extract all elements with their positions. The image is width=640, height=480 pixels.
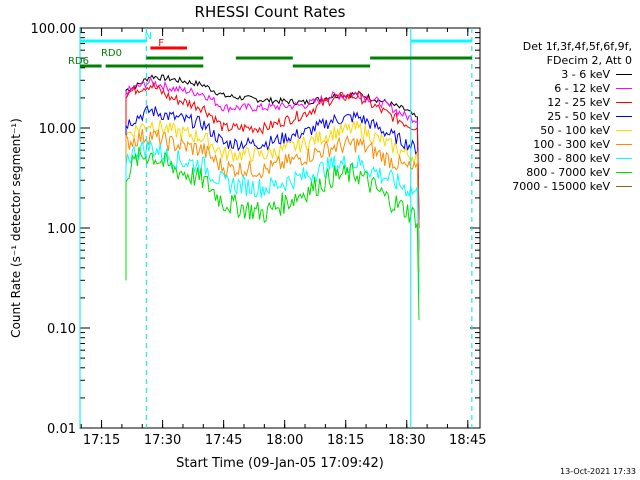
y-tick-label: 0.10: [47, 322, 76, 337]
series-line-6: [125, 139, 420, 294]
legend-swatch: [616, 130, 632, 131]
legend-entry-label: 3 - 6 keV: [561, 68, 610, 81]
footer-timestamp: 13-Oct-2021 17:33: [560, 467, 636, 476]
legend-swatch: [616, 158, 632, 159]
legend-entry-label: 100 - 300 keV: [533, 138, 610, 151]
y-tick-label: 1.00: [47, 222, 76, 237]
y-tick-label: 10.00: [39, 122, 76, 137]
chart-title: RHESSI Count Rates: [195, 3, 346, 21]
series-line-0: [125, 74, 420, 260]
x-tick-label: 18:45: [449, 433, 486, 448]
legend-entry: 3 - 6 keV: [561, 68, 632, 81]
x-tick-label: 17:45: [205, 433, 242, 448]
legend-swatch: [616, 116, 632, 117]
series-line-2: [125, 82, 420, 264]
series-line-1: [125, 76, 420, 262]
y-tick-label: 0.01: [47, 422, 76, 437]
legend-entry-label: 6 - 12 keV: [554, 82, 610, 95]
legend-entry: 50 - 100 keV: [540, 124, 632, 137]
series-line-5: [125, 128, 420, 281]
legend-entry-label: 50 - 100 keV: [540, 124, 610, 137]
legend-swatch: [616, 74, 632, 75]
legend-entry: 100 - 300 keV: [533, 138, 632, 151]
x-axis-label: Start Time (09-Jan-05 17:09:42): [176, 456, 384, 471]
y-tick-label: 100.00: [31, 22, 77, 37]
x-tick-label: 17:30: [144, 433, 181, 448]
legend-entry-label: 25 - 50 keV: [547, 110, 610, 123]
y-axis-label: Count Rate (s⁻¹ detector segment⁻¹): [9, 118, 23, 338]
legend-entry: 800 - 7000 keV: [526, 166, 632, 179]
legend-entry-label: 800 - 7000 keV: [526, 166, 610, 179]
legend-swatch: [616, 186, 632, 187]
legend-entry-label: 300 - 800 keV: [533, 152, 610, 165]
x-tick-label: 18:15: [327, 433, 364, 448]
series-group: [125, 74, 420, 321]
legend-swatch: [616, 144, 632, 145]
series-line-3: [125, 104, 420, 281]
legend-entry-label: 12 - 25 keV: [547, 96, 610, 109]
x-tick-label: 17:15: [83, 433, 120, 448]
legend-entry: 300 - 800 keV: [533, 152, 632, 165]
legend-entry-label: 7000 - 15000 keV: [512, 180, 610, 193]
legend-entry: 25 - 50 keV: [547, 110, 632, 123]
legend-entry: 12 - 25 keV: [547, 96, 632, 109]
x-tick-label: 18:00: [266, 433, 303, 448]
legend-header-line: Det 1f,3f,4f,5f,6f,9f,: [522, 40, 632, 53]
overlays-group: NF RD0 RD6: [68, 28, 473, 428]
legend-entry: 6 - 12 keV: [554, 82, 632, 95]
series-line-7: [125, 146, 420, 321]
legend-entry: 7000 - 15000 keV: [512, 180, 632, 193]
state-label-n: N: [145, 31, 152, 42]
legend-header-line: FDecim 2, Att 0: [546, 54, 632, 67]
state-label-rd6: RD6: [68, 56, 89, 67]
legend-swatch: [616, 102, 632, 103]
x-tick-label: 18:30: [388, 433, 425, 448]
state-label-rd0: RD0: [101, 48, 122, 59]
plot-frame: [79, 27, 481, 429]
legend-swatch: [616, 88, 632, 89]
state-label-f: F: [158, 38, 164, 49]
series-line-4: [125, 119, 420, 281]
legend-swatch: [616, 172, 632, 173]
